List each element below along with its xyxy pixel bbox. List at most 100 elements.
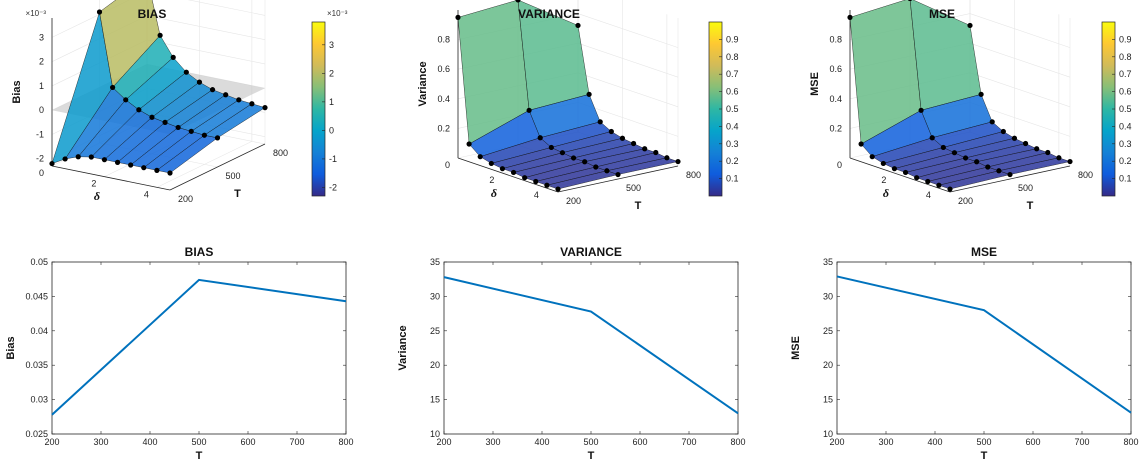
chart-title: BIAS bbox=[185, 245, 214, 259]
grid-line bbox=[156, 0, 253, 188]
tick-labels: 200 500 800 0 2 4 0.2 0.4 0.6 0.8 bbox=[437, 35, 701, 206]
data-point bbox=[962, 155, 969, 161]
chart-line-variance: 200 300 400 500 600 700 800 10 15 20 25 30 35 VARIANC… bbox=[397, 245, 746, 462]
colorbar-tick-label: -1 bbox=[329, 154, 337, 164]
colorbar-tick-label: 2 bbox=[329, 68, 334, 78]
data-point bbox=[466, 141, 472, 147]
data-point bbox=[907, 0, 913, 2]
data-point bbox=[1045, 149, 1051, 156]
data-point bbox=[985, 164, 991, 170]
y-axis-line bbox=[51, 165, 171, 191]
data-point bbox=[1007, 171, 1013, 178]
x-tick-label: 800 bbox=[686, 170, 701, 180]
colorbar-tick-label: 0 bbox=[329, 125, 334, 135]
x-tick-label: 500 bbox=[976, 437, 991, 447]
data-point bbox=[522, 175, 528, 181]
z-tick-label: 0.8 bbox=[437, 35, 450, 45]
data-point bbox=[154, 167, 160, 173]
x-axis-label: T bbox=[1027, 200, 1034, 212]
y-tick-label: 25 bbox=[823, 326, 833, 336]
y-axis-label: δ bbox=[94, 189, 100, 203]
x-tick-label: 200 bbox=[958, 196, 973, 206]
y-tick-label: 0 bbox=[837, 160, 842, 170]
data-point bbox=[608, 128, 614, 135]
data-point bbox=[974, 159, 980, 165]
data-point bbox=[559, 150, 566, 156]
data-point bbox=[1034, 146, 1040, 152]
y-tick-label: 15 bbox=[823, 395, 833, 405]
z-tick-label: 2 bbox=[39, 57, 44, 67]
chart-title: VARIANCE bbox=[518, 7, 580, 21]
data-point bbox=[1067, 158, 1073, 165]
y-axis-label: MSE bbox=[790, 336, 802, 360]
tick-labels: 200 500 800 0 2 4 -2 -1 0 1 2 3 ×10⁻³ bbox=[26, 9, 289, 204]
data-point bbox=[586, 91, 592, 97]
colorbar-exponent: ×10⁻³ bbox=[327, 9, 348, 18]
y-tick-label: 0 bbox=[39, 168, 44, 178]
data-point bbox=[162, 119, 168, 125]
tick-labels: 200 300 400 500 600 700 800 10 15 20 25 30 35 bbox=[823, 257, 1139, 447]
data-point bbox=[902, 169, 909, 176]
data-point bbox=[236, 97, 242, 103]
y-tick-label: 0 bbox=[445, 160, 450, 170]
y-axis-label: δ bbox=[883, 186, 889, 200]
surface bbox=[847, 0, 1073, 192]
x-tick-label: 500 bbox=[1018, 183, 1033, 193]
plot-area bbox=[836, 261, 1132, 435]
chart-title: MSE bbox=[929, 7, 955, 21]
colorbar-tick-label: 0.2 bbox=[1119, 156, 1132, 166]
x-tick-label: 600 bbox=[1025, 437, 1040, 447]
data-point bbox=[201, 132, 207, 138]
data-point bbox=[593, 164, 599, 170]
y-tick-label: 0.05 bbox=[30, 257, 48, 267]
colorbar-tick-label: 0.2 bbox=[726, 156, 739, 166]
x-tick-label: 700 bbox=[681, 437, 696, 447]
x-tick-label: 200 bbox=[566, 196, 581, 206]
y-axis-label: δ bbox=[491, 186, 497, 200]
data-point bbox=[929, 135, 935, 141]
x-axis-line bbox=[169, 143, 266, 191]
y-tick-label: 30 bbox=[430, 291, 440, 301]
colorbar-tick-label: 0.6 bbox=[726, 87, 739, 97]
data-point bbox=[951, 150, 958, 156]
y-tick-label: 10 bbox=[430, 429, 440, 439]
data-point bbox=[642, 146, 648, 152]
y-tick-label: 20 bbox=[430, 360, 440, 370]
chart-line-mse: 200 300 400 500 600 700 800 10 15 20 25 30 35 MSE T MSE bbox=[790, 245, 1139, 462]
y-tick-label: 35 bbox=[823, 257, 833, 267]
data-point bbox=[978, 91, 984, 97]
data-point bbox=[262, 105, 268, 111]
data-point bbox=[477, 154, 483, 160]
colorbar-tick-label: 0.4 bbox=[726, 121, 739, 131]
data-point bbox=[170, 54, 176, 60]
z-tick-label: 0.6 bbox=[829, 64, 842, 74]
tick-labels: 200 300 400 500 600 700 800 10 15 20 25 30 35 bbox=[430, 257, 746, 447]
x-axis-line bbox=[949, 165, 1071, 193]
y-axis-line bbox=[849, 157, 951, 193]
z-axis-label: MSE bbox=[809, 72, 821, 96]
y-tick-label: 10 bbox=[823, 429, 833, 439]
x-tick-label: 800 bbox=[273, 148, 288, 158]
colorbar-tick-label: 0.5 bbox=[1119, 104, 1132, 114]
colorbar: -2 -1 0 1 2 3 ×10⁻³ bbox=[311, 9, 348, 197]
plot-area bbox=[51, 261, 347, 435]
colorbar-tick-label: 0.4 bbox=[1119, 121, 1132, 131]
data-point bbox=[455, 14, 461, 20]
colorbar-tick-label: 0.1 bbox=[1119, 174, 1132, 184]
data-point bbox=[123, 97, 129, 103]
data-point bbox=[537, 135, 543, 141]
grid-line bbox=[51, 0, 266, 38]
data-point bbox=[675, 158, 681, 165]
x-tick-label: 600 bbox=[240, 437, 255, 447]
y-tick-label: 4 bbox=[926, 190, 931, 200]
x-tick-label: 200 bbox=[436, 437, 451, 447]
chart-title: BIAS bbox=[138, 7, 167, 21]
z-tick-label: 0.4 bbox=[829, 94, 842, 104]
data-point bbox=[214, 135, 221, 141]
colorbar-tick-label: 0.7 bbox=[1119, 69, 1132, 79]
x-tick-label: 700 bbox=[1074, 437, 1089, 447]
data-point bbox=[75, 154, 81, 160]
data-point bbox=[615, 171, 621, 178]
